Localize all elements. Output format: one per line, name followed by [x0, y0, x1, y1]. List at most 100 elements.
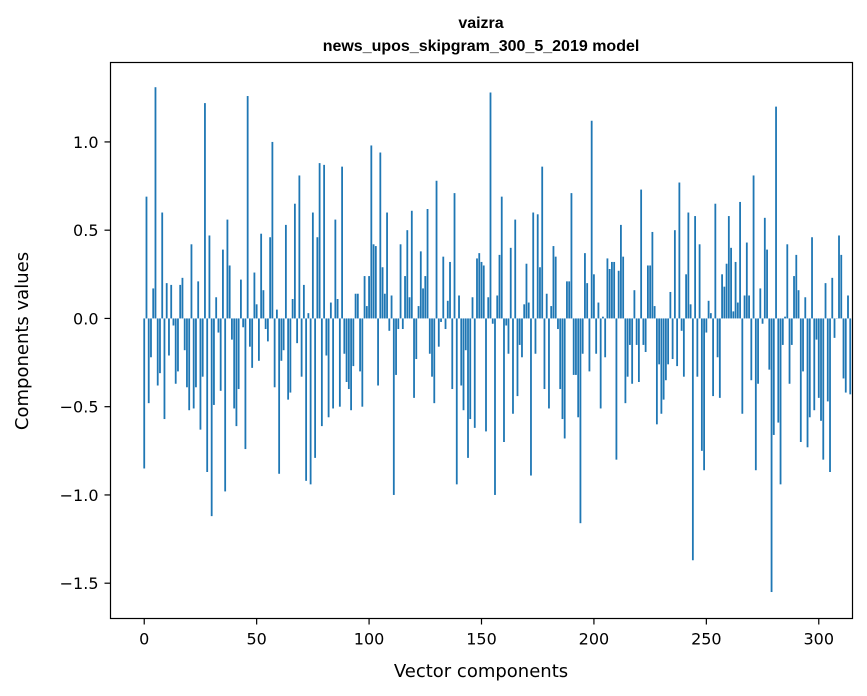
bar — [714, 203, 717, 319]
bar — [840, 254, 843, 319]
bar — [772, 318, 775, 435]
bar — [786, 244, 789, 319]
bar — [557, 318, 559, 330]
bar — [440, 318, 442, 322]
bar — [309, 318, 312, 485]
bar — [534, 318, 537, 354]
bar — [748, 295, 750, 319]
bar — [395, 318, 397, 375]
bar — [179, 284, 182, 319]
bar — [721, 274, 723, 319]
x-tick-label: 100 — [354, 630, 385, 649]
x-tick-label: 50 — [246, 630, 266, 649]
bar — [152, 288, 155, 319]
bar — [548, 318, 550, 409]
bar — [579, 318, 582, 524]
bar — [784, 316, 786, 319]
bar — [500, 196, 503, 319]
bar — [503, 318, 505, 442]
bar — [159, 318, 161, 374]
bar — [691, 318, 694, 561]
bar — [181, 277, 184, 319]
bar — [604, 318, 607, 358]
bar — [842, 318, 845, 379]
bar — [790, 318, 793, 345]
bar — [168, 318, 170, 356]
bar — [172, 318, 175, 326]
bar — [730, 247, 732, 319]
bar — [844, 318, 847, 393]
bar — [766, 249, 768, 319]
bar — [280, 318, 283, 361]
bar — [575, 318, 577, 375]
bar — [752, 175, 755, 319]
bar — [815, 318, 818, 340]
bar — [260, 233, 263, 319]
bar — [795, 254, 798, 319]
bar — [541, 166, 544, 319]
bar — [622, 256, 625, 319]
bar — [658, 318, 661, 365]
bar — [584, 253, 586, 319]
bar — [206, 318, 209, 472]
bar — [637, 318, 640, 382]
x-tick-label: 0 — [139, 630, 149, 649]
bar — [307, 313, 310, 319]
bar — [799, 318, 802, 442]
bar — [543, 318, 546, 390]
bar — [273, 318, 276, 388]
bar — [509, 247, 512, 319]
y-tick-label: 1.0 — [73, 133, 98, 152]
bar — [422, 288, 424, 319]
bar — [802, 318, 804, 372]
bar — [390, 295, 393, 319]
bar — [208, 235, 211, 319]
y-axis-label: Components values — [12, 252, 33, 430]
bar — [723, 286, 726, 319]
bar — [298, 175, 301, 319]
bar — [689, 304, 692, 319]
bar — [386, 212, 388, 319]
bar — [282, 318, 285, 351]
bar — [368, 276, 370, 319]
bar — [215, 297, 218, 319]
bar — [608, 269, 611, 319]
bar — [514, 219, 517, 319]
bar — [379, 152, 382, 319]
bar — [808, 318, 811, 418]
bar — [631, 318, 634, 384]
bar — [709, 313, 712, 319]
bar — [471, 297, 474, 319]
bar — [718, 318, 721, 398]
bar — [820, 318, 822, 421]
bar — [581, 318, 584, 354]
y-tick-label: −0.5 — [60, 398, 99, 417]
bar — [491, 318, 494, 324]
bar — [536, 214, 539, 319]
bar — [599, 318, 602, 409]
bar — [150, 318, 152, 358]
bar — [847, 295, 849, 319]
bar — [332, 318, 334, 409]
bar — [736, 302, 739, 319]
bar — [291, 299, 294, 319]
bar — [311, 212, 314, 319]
x-tick-label: 250 — [691, 630, 722, 649]
bar — [550, 306, 553, 319]
bar — [356, 293, 359, 319]
bar — [680, 318, 683, 331]
bar — [444, 318, 447, 330]
bar — [338, 318, 341, 407]
bar — [433, 318, 436, 404]
bar — [775, 106, 777, 319]
bar — [143, 318, 146, 469]
bar — [651, 231, 654, 319]
bar — [716, 318, 719, 358]
bar — [359, 318, 361, 372]
bar — [750, 318, 753, 381]
bar — [712, 318, 714, 397]
bar — [597, 302, 600, 319]
bar — [363, 276, 366, 319]
bar — [302, 284, 305, 319]
bar — [296, 318, 299, 344]
